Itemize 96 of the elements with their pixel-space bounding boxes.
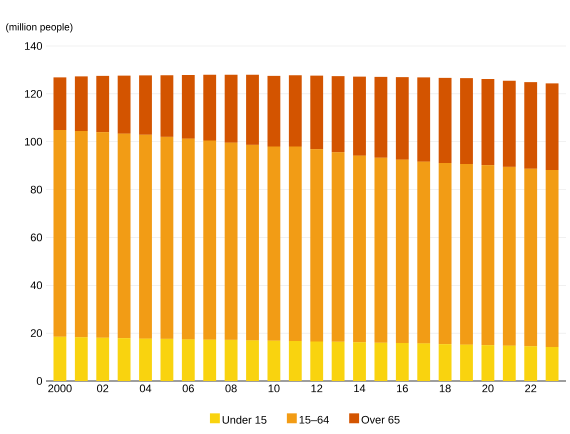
y-axis-title: (million people) bbox=[6, 23, 72, 32]
bar bbox=[353, 156, 366, 342]
bar bbox=[310, 342, 324, 381]
bar bbox=[224, 142, 238, 340]
bar bbox=[53, 130, 66, 337]
x-tick-label: 14 bbox=[354, 384, 366, 392]
bar bbox=[203, 340, 216, 381]
bar bbox=[288, 146, 302, 342]
bar bbox=[246, 340, 259, 381]
x-tick-label: 22 bbox=[525, 384, 536, 392]
bar bbox=[182, 74, 195, 139]
bar bbox=[438, 78, 452, 164]
x-tick-label: 12 bbox=[311, 384, 322, 392]
bar bbox=[267, 76, 280, 146]
bar bbox=[438, 344, 452, 381]
legend-label: 15–64 bbox=[300, 416, 329, 424]
bar bbox=[139, 338, 152, 381]
bar bbox=[481, 165, 494, 346]
bar bbox=[246, 74, 259, 145]
x-tick-label: 08 bbox=[225, 384, 237, 392]
bar bbox=[310, 76, 324, 150]
bar bbox=[546, 347, 559, 381]
x-tick-label: 20 bbox=[482, 384, 494, 392]
bar bbox=[481, 79, 494, 166]
bar bbox=[524, 346, 538, 381]
bar bbox=[96, 76, 110, 132]
x-tick-label: 16 bbox=[397, 384, 408, 392]
bar bbox=[139, 75, 152, 135]
bar bbox=[182, 138, 195, 340]
bar bbox=[118, 338, 131, 381]
bar bbox=[332, 342, 345, 381]
bar bbox=[524, 82, 538, 169]
bar bbox=[481, 345, 494, 381]
bar bbox=[396, 160, 409, 343]
x-tick-label: 18 bbox=[440, 384, 451, 392]
bar bbox=[267, 146, 280, 341]
y-tick-label: 40 bbox=[30, 281, 42, 290]
x-tick-label: 06 bbox=[182, 384, 194, 392]
bar bbox=[396, 77, 409, 160]
bar bbox=[524, 168, 538, 346]
y-tick-label: 20 bbox=[30, 329, 42, 338]
y-tick-label: 80 bbox=[30, 186, 42, 194]
bar bbox=[374, 76, 388, 158]
bar bbox=[53, 336, 66, 381]
y-tick-label: 100 bbox=[25, 138, 42, 146]
bar bbox=[74, 76, 88, 131]
x-tick-label: 10 bbox=[268, 384, 280, 392]
bar bbox=[53, 77, 66, 130]
y-tick-label: 0 bbox=[36, 377, 42, 385]
bar bbox=[224, 74, 238, 143]
bar bbox=[160, 75, 174, 137]
bar bbox=[74, 130, 88, 338]
bar bbox=[118, 76, 131, 134]
bar bbox=[546, 83, 559, 170]
bar bbox=[460, 164, 473, 345]
bar bbox=[417, 162, 430, 344]
bar bbox=[203, 74, 216, 141]
bar bbox=[288, 75, 302, 146]
bar bbox=[96, 338, 110, 381]
y-tick-label: 140 bbox=[25, 42, 42, 50]
bar bbox=[160, 136, 174, 339]
bar bbox=[502, 80, 516, 167]
y-tick-label: 60 bbox=[30, 234, 42, 242]
bar bbox=[332, 152, 345, 342]
legend-label: Under 15 bbox=[222, 416, 266, 424]
bar bbox=[417, 77, 430, 162]
bar bbox=[96, 132, 110, 338]
bar bbox=[288, 341, 302, 381]
bar bbox=[182, 339, 195, 381]
y-tick-label: 120 bbox=[25, 90, 42, 98]
bar bbox=[267, 340, 280, 381]
bar bbox=[396, 342, 409, 381]
bar bbox=[417, 343, 430, 381]
bar bbox=[502, 166, 516, 346]
bar bbox=[460, 78, 473, 164]
bar bbox=[546, 170, 559, 348]
x-tick-label: 04 bbox=[140, 384, 152, 392]
bar bbox=[74, 337, 88, 381]
bar bbox=[203, 140, 216, 340]
bar bbox=[374, 342, 388, 381]
bar bbox=[246, 144, 259, 340]
bar bbox=[460, 344, 473, 381]
bar bbox=[438, 163, 452, 344]
legend-label: Over 65 bbox=[362, 416, 400, 424]
bar bbox=[118, 134, 131, 338]
bar bbox=[353, 76, 366, 156]
bar bbox=[502, 346, 516, 381]
bar bbox=[224, 340, 238, 381]
bar bbox=[139, 134, 152, 339]
bar bbox=[374, 158, 388, 343]
x-tick-label: 02 bbox=[97, 384, 108, 392]
bar bbox=[353, 342, 366, 381]
bar bbox=[332, 76, 345, 152]
bar bbox=[160, 338, 174, 381]
bar bbox=[310, 149, 324, 342]
x-tick-label: 2000 bbox=[48, 384, 72, 392]
